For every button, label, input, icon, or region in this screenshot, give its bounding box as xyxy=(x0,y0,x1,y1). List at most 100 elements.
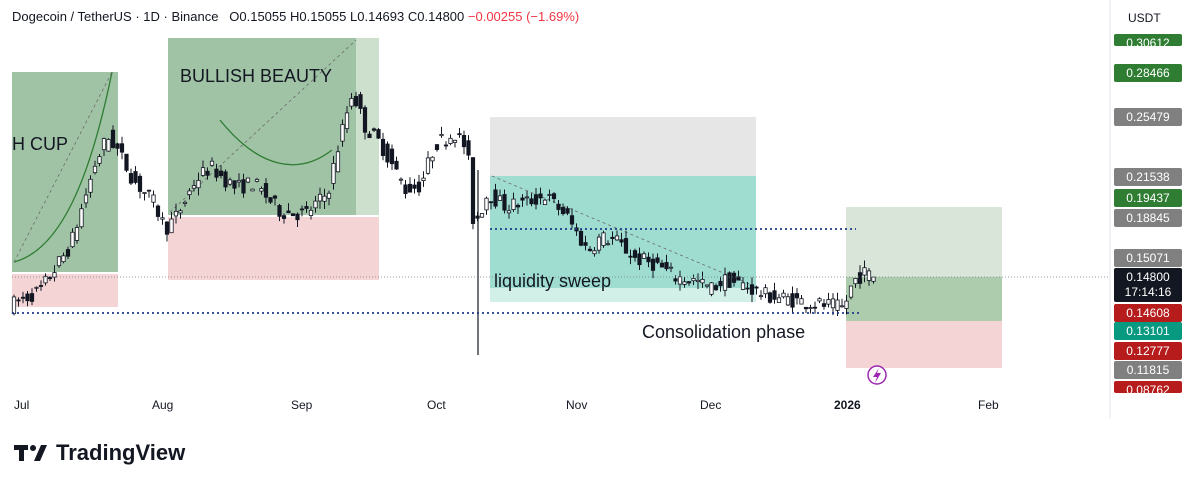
price-label-text: 0.11815 xyxy=(1127,363,1170,377)
candle-body xyxy=(515,204,521,208)
candle-body xyxy=(844,300,849,309)
candle-body xyxy=(439,134,444,137)
x-tick-nov: Nov xyxy=(566,398,587,412)
candle-body xyxy=(115,143,120,149)
candle-body xyxy=(583,242,588,246)
candle-body xyxy=(241,179,246,194)
candle-body xyxy=(16,299,21,302)
candle-body xyxy=(142,192,147,194)
candle-body xyxy=(137,175,143,192)
candle-body xyxy=(448,137,453,144)
candle-body xyxy=(466,140,471,156)
candle-body xyxy=(110,129,116,148)
candle-body xyxy=(133,171,138,183)
tradingview-logo-icon xyxy=(14,445,47,461)
candle-body xyxy=(281,215,287,219)
candle-body xyxy=(245,177,251,183)
candle-body xyxy=(650,258,656,271)
candle-body xyxy=(434,144,440,150)
candle-body xyxy=(88,178,93,193)
price-label-box xyxy=(1114,64,1182,82)
price-label-text: 0.12777 xyxy=(1126,344,1170,358)
candle-body xyxy=(763,287,768,295)
candle-body xyxy=(830,298,836,309)
candle-body xyxy=(295,213,300,221)
x-tick-aug: Aug xyxy=(152,398,173,412)
price-label-text: 0.21538 xyxy=(1126,170,1170,184)
price-label-box xyxy=(1114,361,1182,379)
price-label-text: 0.25479 xyxy=(1126,110,1170,124)
candle-body xyxy=(529,198,534,205)
currency-unit-label[interactable]: USDT xyxy=(1128,11,1161,25)
price-label-box xyxy=(1114,268,1182,302)
candle-body xyxy=(686,281,692,284)
candle-body xyxy=(488,201,494,204)
tradingview-brand: TradingView xyxy=(56,440,186,465)
candle-body xyxy=(655,257,660,263)
candle-body xyxy=(637,253,642,266)
candle-body xyxy=(313,200,318,209)
candle-body xyxy=(232,180,237,189)
candle-body xyxy=(610,236,615,239)
candle-body xyxy=(659,262,665,268)
candle-body xyxy=(34,286,39,289)
candle-body xyxy=(25,293,30,302)
candle-body xyxy=(196,179,201,189)
candle-body xyxy=(569,215,575,225)
candle-body xyxy=(398,178,404,181)
candle-body xyxy=(200,167,206,176)
ohlc-open: O0.15055 xyxy=(229,9,287,24)
candle-body xyxy=(322,195,327,202)
candle-body xyxy=(614,235,620,241)
tradingview-logo[interactable]: TradingView xyxy=(14,440,185,466)
candle-body xyxy=(326,192,332,199)
candle-body xyxy=(632,250,638,258)
candle-body xyxy=(65,249,71,257)
candle-body xyxy=(817,298,822,302)
candle-body xyxy=(799,298,804,305)
candle-body xyxy=(272,195,278,199)
candle-body xyxy=(601,232,606,246)
sweep-gray-zone xyxy=(490,117,756,176)
cup-green-zone xyxy=(12,72,118,272)
price-chart[interactable]: H CUP BULLISH BEAUTY liquidity sweep Consol… xyxy=(0,0,1200,420)
price-label-text: 0.15071 xyxy=(1126,251,1170,265)
candle-body xyxy=(92,165,98,174)
candle-body xyxy=(691,278,696,282)
candle-body xyxy=(353,96,359,107)
candle-body xyxy=(173,210,179,217)
candle-body xyxy=(758,295,764,298)
price-label-box xyxy=(1114,304,1182,322)
candle-body xyxy=(677,276,683,285)
candle-body xyxy=(506,210,512,214)
candle-body xyxy=(164,221,170,235)
candle-body xyxy=(106,139,111,152)
x-tick-jul: Jul xyxy=(14,398,29,412)
candle-body xyxy=(484,197,489,211)
candle-body xyxy=(493,189,498,207)
candle-body xyxy=(299,208,305,211)
cup-curve xyxy=(13,71,113,263)
price-label-text: 0.13101 xyxy=(1126,324,1170,338)
target-green-zone xyxy=(846,277,1002,321)
candle-body xyxy=(628,255,633,258)
sweep-guide-line xyxy=(491,175,753,286)
beauty-curve xyxy=(219,119,333,166)
ohlc-close: C0.14800 xyxy=(407,9,465,24)
price-label-box xyxy=(1114,108,1182,126)
candle-body xyxy=(425,157,431,174)
candle-body xyxy=(623,238,629,254)
candle-body xyxy=(808,307,813,309)
candle-body xyxy=(790,293,795,308)
candle-body xyxy=(29,293,35,302)
candle-body xyxy=(772,290,777,300)
beauty-red-zone xyxy=(168,217,379,280)
candle-body xyxy=(835,299,840,311)
candle-body xyxy=(560,207,566,215)
price-label-text: 0.28466 xyxy=(1126,66,1170,80)
price-label-box xyxy=(1114,34,1182,46)
candle-body xyxy=(358,94,363,109)
candle-body xyxy=(520,197,525,201)
candle-body xyxy=(335,151,341,173)
candle-body xyxy=(214,168,219,178)
